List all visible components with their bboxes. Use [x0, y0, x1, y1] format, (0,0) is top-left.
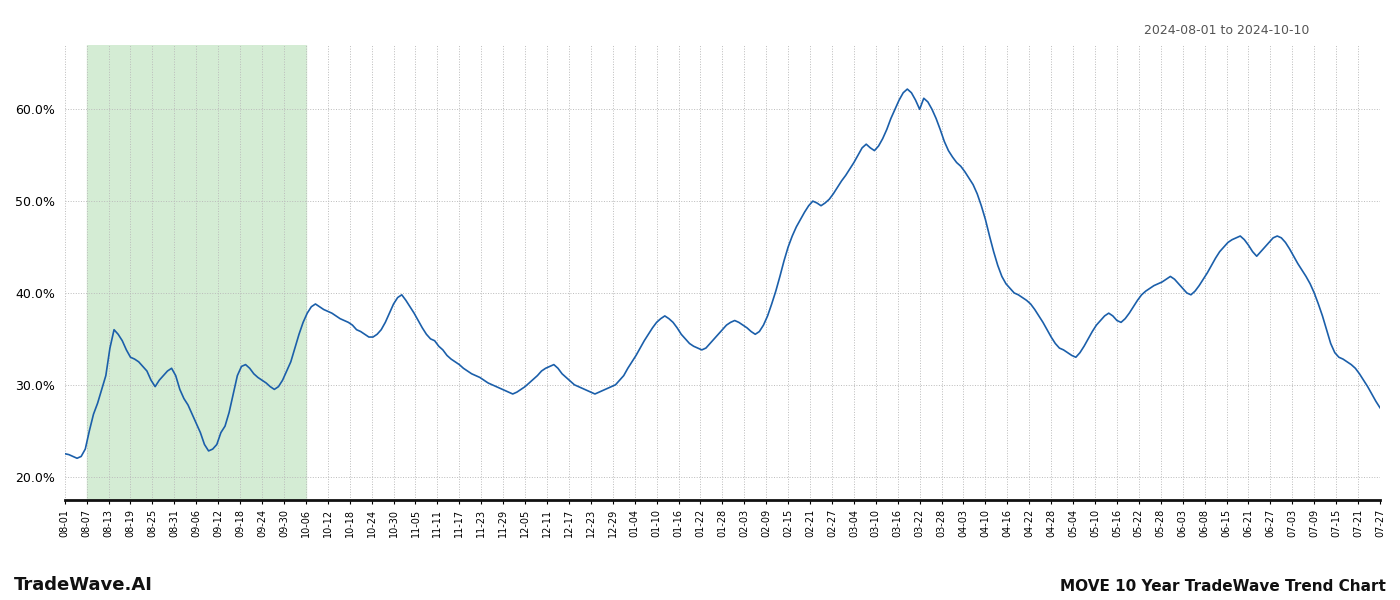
Text: 2024-08-01 to 2024-10-10: 2024-08-01 to 2024-10-10: [1144, 24, 1309, 37]
Bar: [87, 45, 305, 500]
Text: TradeWave.AI: TradeWave.AI: [14, 576, 153, 594]
Text: MOVE 10 Year TradeWave Trend Chart: MOVE 10 Year TradeWave Trend Chart: [1060, 579, 1386, 594]
